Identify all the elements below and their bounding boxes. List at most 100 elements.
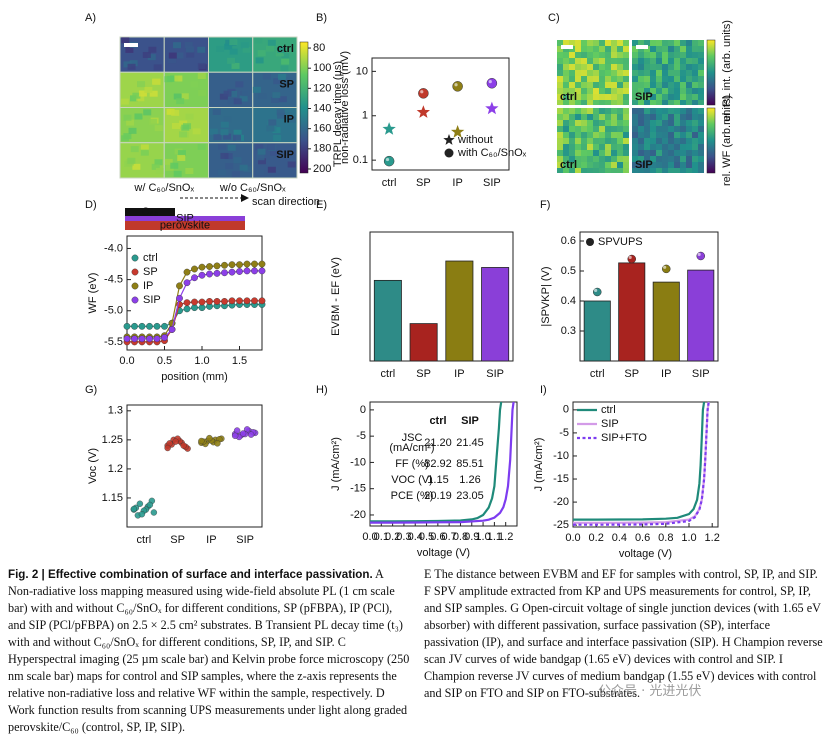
map-pixel [557, 162, 563, 168]
map-pixel [611, 114, 617, 120]
point [228, 297, 236, 305]
map-texture [229, 39, 238, 46]
sphere-marker [486, 77, 498, 89]
panel-label: G) [85, 384, 97, 396]
map-pixel [611, 132, 617, 138]
map-pixel [563, 88, 569, 94]
map-pixel [557, 40, 563, 46]
map-texture [255, 57, 264, 64]
map-pixel [638, 76, 644, 82]
map-pixel [617, 82, 623, 88]
map-pixel [593, 82, 599, 88]
map-pixel [587, 82, 593, 88]
map-pixel [617, 150, 623, 156]
map-texture [185, 46, 194, 53]
map-pixel [617, 70, 623, 76]
map-pixel [605, 40, 611, 46]
map-pixel [692, 126, 698, 132]
map-pixel [638, 100, 644, 105]
bar [373, 279, 402, 362]
map-pixel [563, 52, 569, 58]
map-pixel [599, 144, 605, 150]
point [243, 297, 251, 305]
map-pixel [632, 156, 638, 162]
x-tick-label: 0.0 [565, 532, 580, 544]
map-pixel [650, 64, 656, 70]
map-pixel [674, 138, 680, 144]
image-label: SIP [635, 91, 653, 103]
x-tick-label: 0.6 [430, 531, 445, 543]
map-texture [258, 158, 267, 165]
y-tick-label: -4.5 [104, 274, 123, 286]
map-texture [231, 62, 240, 69]
map-pixel [599, 114, 605, 120]
map-pixel [698, 46, 704, 52]
map-pixel [638, 94, 644, 100]
map-pixel [623, 114, 629, 120]
point [198, 271, 206, 279]
map-pixel [581, 64, 587, 70]
map-pixel [662, 126, 668, 132]
sphere-highlight [697, 252, 701, 256]
map-pixel [686, 100, 692, 105]
y-tick-label: -10 [350, 456, 366, 468]
map-pixel [662, 46, 668, 52]
map-pixel [563, 64, 569, 70]
map-pixel [557, 94, 563, 100]
table-row-label: FF (%) [395, 458, 429, 470]
map-texture [257, 50, 266, 57]
map-texture [272, 92, 281, 99]
map-pixel [581, 138, 587, 144]
legend-marker [131, 254, 139, 262]
map-pixel [674, 88, 680, 94]
x-tick-label: 0.4 [408, 531, 423, 543]
series-line [573, 401, 710, 526]
x-tick-label: IP [206, 534, 216, 546]
y-tick-label: 0.5 [561, 265, 576, 277]
map-texture [153, 64, 162, 71]
map-pixel [623, 162, 629, 168]
map-texture [130, 146, 139, 153]
map-pixel [674, 144, 680, 150]
map-texture [154, 125, 163, 132]
y-axis-label: |SPVKP| (V) [540, 266, 552, 326]
caption-heading: Fig. 2 | Effective combination of surfac… [8, 568, 373, 581]
map-pixel [668, 94, 674, 100]
y-axis-label: TRPL decay time (µs) [332, 61, 344, 167]
bar [618, 262, 646, 362]
map-texture [220, 152, 229, 159]
map-pixel [644, 156, 650, 162]
map-pixel [680, 64, 686, 70]
scale-bar [124, 43, 138, 47]
map-pixel [638, 114, 644, 120]
map-pixel [563, 70, 569, 76]
map-pixel [581, 114, 587, 120]
map-pixel [587, 120, 593, 126]
map-pixel [557, 52, 563, 58]
plot-frame [579, 231, 719, 362]
map-pixel [662, 82, 668, 88]
map-pixel [611, 82, 617, 88]
map-pixel [638, 52, 644, 58]
map-pixel [599, 94, 605, 100]
x-tick-label: 0.0 [119, 355, 134, 367]
map-pixel [656, 58, 662, 64]
map-texture [166, 108, 175, 115]
x-tick-label: SIP [483, 177, 501, 189]
map-pixel [662, 70, 668, 76]
map-pixel [650, 156, 656, 162]
map-texture [224, 43, 233, 50]
map-pixel [575, 138, 581, 144]
map-pixel [587, 156, 593, 162]
map-pixel [593, 138, 599, 144]
map-pixel [569, 156, 575, 162]
point [247, 431, 255, 438]
point [236, 261, 243, 269]
map-pixel [692, 64, 698, 70]
page: A) ctrl SP IP SIP w/ C₆₀/SnOₓ w/o C₆₀/SnOₓ 80 10… [8, 11, 823, 734]
map-pixel [692, 114, 698, 120]
x-tick-label: ctrl [382, 177, 397, 189]
map-pixel [650, 162, 656, 168]
map-texture [121, 37, 130, 44]
layer [125, 208, 175, 216]
